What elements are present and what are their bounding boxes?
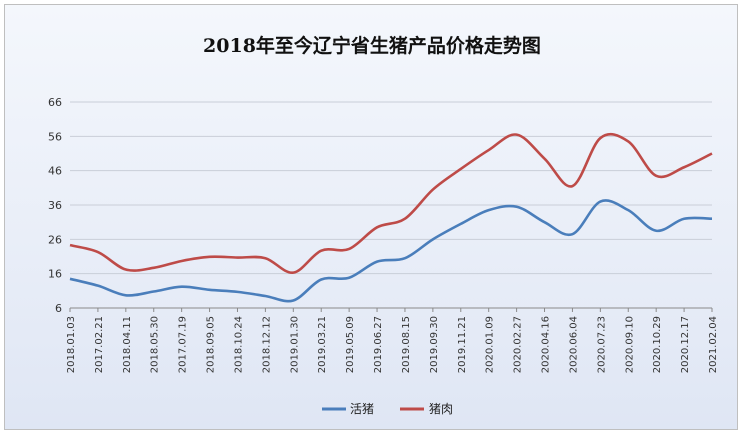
x-tick-label: 2019.11.21 xyxy=(457,316,468,373)
x-tick-label: 2021.02.04 xyxy=(708,316,719,373)
x-tick-label: 2017.02.21 xyxy=(94,316,105,373)
x-tick-label: 2018.04.11 xyxy=(122,316,133,373)
x-tick-label: 2020.12.17 xyxy=(680,316,691,373)
chart-title: 2018年至今辽宁省生猪产品价格走势图 xyxy=(203,34,541,57)
x-tick-label: 2018.10.24 xyxy=(233,316,244,373)
x-tick-label: 2018.05.30 xyxy=(150,316,161,373)
legend-label-live-pig: 活猪 xyxy=(350,402,374,416)
x-tick-label: 2019.01.30 xyxy=(289,316,300,373)
series-line-live-pig xyxy=(69,199,713,303)
x-tick-label: 2018.01.03 xyxy=(66,316,77,373)
x-tick-label: 2020.02.27 xyxy=(513,316,524,373)
x-axis-tick-labels: 2018.01.03 2017.02.21 2018.04.11 2018.05.30… xyxy=(66,308,719,373)
x-tick-label: 2017.07.19 xyxy=(178,316,189,373)
y-tick-label: 36 xyxy=(48,199,62,212)
x-tick-label: 2020.07.23 xyxy=(596,316,607,373)
x-tick-label: 2020.04.16 xyxy=(541,316,552,373)
y-axis-tick-labels: 6 16 26 36 46 56 66 xyxy=(48,96,62,315)
x-tick-label: 2020.06.04 xyxy=(568,316,579,373)
x-tick-label: 2020.01.09 xyxy=(485,316,496,373)
x-tick-label: 2019.05.09 xyxy=(345,316,356,373)
x-tick-label: 2019.06.27 xyxy=(373,316,384,373)
y-tick-label: 46 xyxy=(48,165,62,178)
x-tick-label: 2019.03.21 xyxy=(317,316,328,373)
y-tick-label: 66 xyxy=(48,96,62,109)
y-tick-label: 26 xyxy=(48,233,62,246)
y-gridlines xyxy=(70,101,712,309)
x-tick-label: 2020.09.10 xyxy=(624,316,635,373)
x-tick-label: 2020.10.29 xyxy=(652,316,663,373)
x-tick-label: 2019.09.30 xyxy=(429,316,440,373)
y-tick-label: 6 xyxy=(55,302,62,315)
x-tick-label: 2019.08.15 xyxy=(401,316,412,373)
series-lines xyxy=(69,132,713,303)
x-tick-label: 2018.12.12 xyxy=(261,316,272,373)
chart-frame xyxy=(4,4,738,430)
y-tick-label: 56 xyxy=(48,130,62,143)
series-line-pork xyxy=(69,132,713,274)
legend: 活猪 猪肉 xyxy=(322,402,453,416)
y-tick-label: 16 xyxy=(48,268,62,281)
legend-label-pork: 猪肉 xyxy=(429,402,453,416)
x-tick-label: 2018.09.05 xyxy=(206,316,217,373)
